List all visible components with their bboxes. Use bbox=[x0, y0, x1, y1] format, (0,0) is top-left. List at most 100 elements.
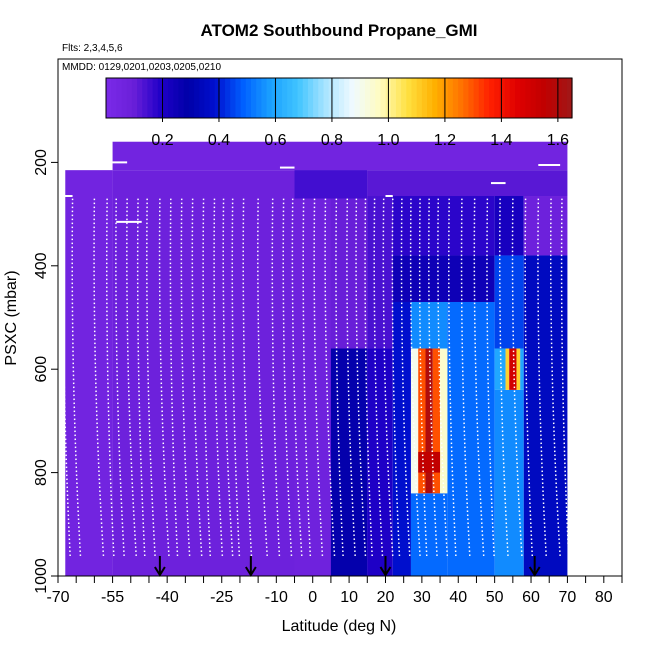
colorbar-segment bbox=[447, 78, 454, 118]
colorbar-segment bbox=[214, 78, 221, 118]
colorbar-segment bbox=[297, 78, 304, 118]
flight-profile bbox=[537, 198, 548, 558]
colorbar-segment bbox=[194, 78, 200, 118]
colorbar-segment bbox=[525, 78, 532, 118]
colorbar-segment bbox=[349, 78, 356, 118]
heatmap-cell bbox=[494, 255, 524, 349]
colorbar-segment bbox=[535, 78, 542, 118]
flight-profile bbox=[499, 198, 509, 558]
flight-profile bbox=[511, 198, 523, 558]
x-tick-label: 0 bbox=[308, 589, 317, 606]
colorbar-segment bbox=[137, 78, 143, 118]
flight-profile bbox=[355, 198, 367, 558]
heatmap-cell bbox=[367, 348, 393, 576]
colorbar-segment bbox=[250, 78, 257, 118]
colorbar-segment bbox=[509, 78, 516, 118]
colorbar-segment bbox=[106, 78, 112, 118]
x-tick-label: 70 bbox=[559, 589, 577, 606]
flight-profile bbox=[549, 198, 561, 558]
x-tick-label: 40 bbox=[449, 589, 467, 606]
heatmap-cell bbox=[294, 170, 368, 199]
colorbar-segment bbox=[235, 78, 242, 118]
y-axis: 200 400 600 800 1000 bbox=[33, 149, 58, 594]
colorbar-segment bbox=[116, 78, 123, 118]
colorbar-segment bbox=[442, 78, 449, 118]
flight-profile bbox=[282, 198, 293, 558]
colorbar-segment bbox=[401, 78, 407, 118]
flight-profile bbox=[202, 198, 212, 558]
flight-profile bbox=[291, 198, 303, 558]
flight-profile bbox=[409, 198, 421, 558]
colorbar-ticks: 0.2 0.4 0.6 0.8 1.0 1.2 1.4 1.6 bbox=[151, 78, 569, 149]
colorbar bbox=[105, 77, 573, 119]
x-tick-label: -70 bbox=[46, 589, 69, 606]
colorbar-segment bbox=[142, 78, 149, 118]
flight-profile bbox=[158, 198, 170, 558]
colorbar-tick-label: 0.8 bbox=[321, 132, 343, 149]
x-axis-label: Latitude (deg N) bbox=[282, 618, 397, 635]
colorbar-segment bbox=[530, 78, 537, 118]
flight-profile bbox=[242, 198, 253, 558]
colorbar-segment bbox=[173, 78, 180, 118]
colorbar-tick-label: 0.4 bbox=[208, 132, 230, 149]
colorbar-segment bbox=[240, 78, 247, 118]
colorbar-segment bbox=[183, 78, 190, 118]
heatmap-cell bbox=[418, 451, 441, 473]
flight-profile bbox=[346, 198, 357, 558]
colorbar-segment bbox=[131, 78, 138, 118]
heatmap-cell bbox=[494, 389, 524, 576]
flight-profile bbox=[460, 198, 471, 558]
colorbar-segment bbox=[406, 78, 413, 118]
colorbar-segment bbox=[390, 78, 397, 118]
colorbar-segment bbox=[370, 78, 376, 118]
colorbar-segment bbox=[199, 78, 205, 118]
flight-profile bbox=[373, 198, 384, 558]
flight-arrow-head bbox=[245, 566, 257, 577]
colorbar-segment bbox=[287, 78, 293, 118]
colorbar-segment bbox=[556, 78, 563, 118]
flight-profile bbox=[231, 198, 241, 558]
colorbar-tick-label: 1.4 bbox=[490, 132, 512, 149]
colorbar-segment bbox=[359, 78, 366, 118]
colorbar-tick-label: 1.0 bbox=[377, 132, 399, 149]
heatmap-cell bbox=[505, 348, 510, 390]
flight-profile bbox=[437, 198, 449, 558]
colorbar-segment bbox=[276, 78, 283, 118]
colorbar-segment bbox=[225, 78, 231, 118]
y-tick-label: 600 bbox=[33, 356, 50, 383]
flight-track-layer bbox=[62, 161, 570, 558]
colorbar-segment bbox=[256, 78, 262, 118]
chart-title: ATOM2 Southbound Propane_GMI bbox=[200, 21, 477, 40]
colorbar-segment bbox=[463, 78, 470, 118]
x-tick-label: 80 bbox=[595, 589, 613, 606]
colorbar-segment bbox=[468, 78, 475, 118]
flight-profile bbox=[191, 198, 203, 558]
colorbar-segment bbox=[333, 78, 340, 118]
heatmap-cell bbox=[65, 170, 113, 576]
colorbar-segment bbox=[421, 78, 428, 118]
x-tick-label: -10 bbox=[265, 589, 288, 606]
heatmap-cell bbox=[392, 196, 495, 256]
colorbar-segment bbox=[168, 78, 174, 118]
flight-profile bbox=[213, 198, 224, 558]
colorbar-segment bbox=[566, 78, 573, 118]
flight-profile bbox=[313, 198, 324, 558]
heatmap-cell bbox=[410, 348, 419, 494]
heatmap-cell bbox=[330, 348, 368, 576]
colorbar-tick-label: 1.2 bbox=[434, 132, 456, 149]
x-tick-label: -40 bbox=[156, 589, 179, 606]
colorbar-segment bbox=[339, 78, 345, 118]
y-tick-label: 200 bbox=[33, 149, 50, 176]
flight-profile bbox=[271, 198, 281, 558]
colorbar-segment bbox=[162, 78, 169, 118]
colorbar-segment bbox=[157, 78, 164, 118]
flight-arrow-head bbox=[379, 566, 392, 577]
colorbar-frame bbox=[105, 77, 573, 119]
heatmap-cell bbox=[294, 198, 331, 576]
y-tick-label: 1000 bbox=[33, 558, 50, 594]
colorbar-tick-label: 1.6 bbox=[547, 132, 569, 149]
colorbar-segment bbox=[478, 78, 485, 118]
x-tick-label: 10 bbox=[340, 589, 358, 606]
colorbar-segment bbox=[152, 78, 159, 118]
